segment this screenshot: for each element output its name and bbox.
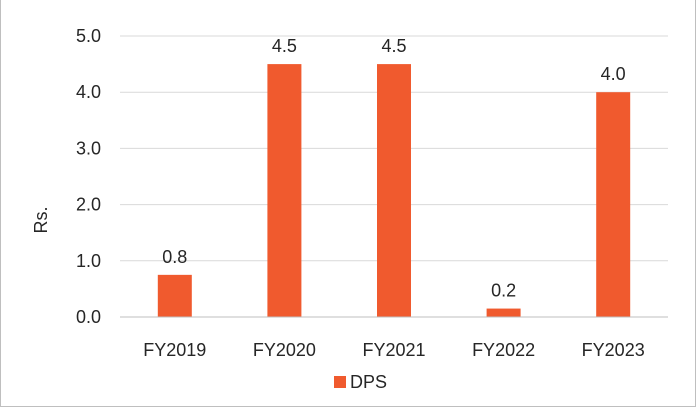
bar-fy2021	[377, 64, 411, 317]
x-tick-label: FY2020	[253, 340, 316, 360]
legend-swatch-dps	[334, 376, 346, 388]
y-tick-label: 4.0	[76, 82, 101, 102]
data-labels: 0.8 4.5 4.5 0.2 4.0	[162, 36, 625, 300]
data-label: 4.5	[381, 36, 406, 56]
data-label: 4.0	[601, 64, 626, 84]
y-tick-labels: 0.0 1.0 2.0 3.0 4.0 5.0	[76, 26, 101, 327]
x-tick-label: FY2022	[472, 340, 535, 360]
y-tick-label: 1.0	[76, 251, 101, 271]
y-tick-label: 3.0	[76, 138, 101, 158]
bar-fy2020	[267, 64, 302, 317]
bar-fy2019	[157, 274, 192, 317]
data-label: 0.2	[491, 281, 516, 301]
bar-fy2022	[486, 308, 521, 317]
x-tick-label: FY2023	[582, 340, 645, 360]
legend-label-dps: DPS	[350, 372, 387, 392]
x-tick-label: FY2019	[143, 340, 206, 360]
data-label: 0.8	[162, 247, 187, 267]
legend: DPS	[334, 372, 387, 392]
bars	[157, 64, 631, 317]
y-tick-label: 0.0	[76, 307, 101, 327]
bar-fy2023	[596, 92, 631, 317]
x-tick-label: FY2021	[362, 340, 425, 360]
data-label: 4.5	[272, 36, 297, 56]
y-tick-label: 5.0	[76, 26, 101, 46]
x-tick-labels: FY2019 FY2020 FY2021 FY2022 FY2023	[143, 340, 644, 360]
y-tick-label: 2.0	[76, 195, 101, 215]
y-axis-title: Rs.	[31, 207, 51, 234]
